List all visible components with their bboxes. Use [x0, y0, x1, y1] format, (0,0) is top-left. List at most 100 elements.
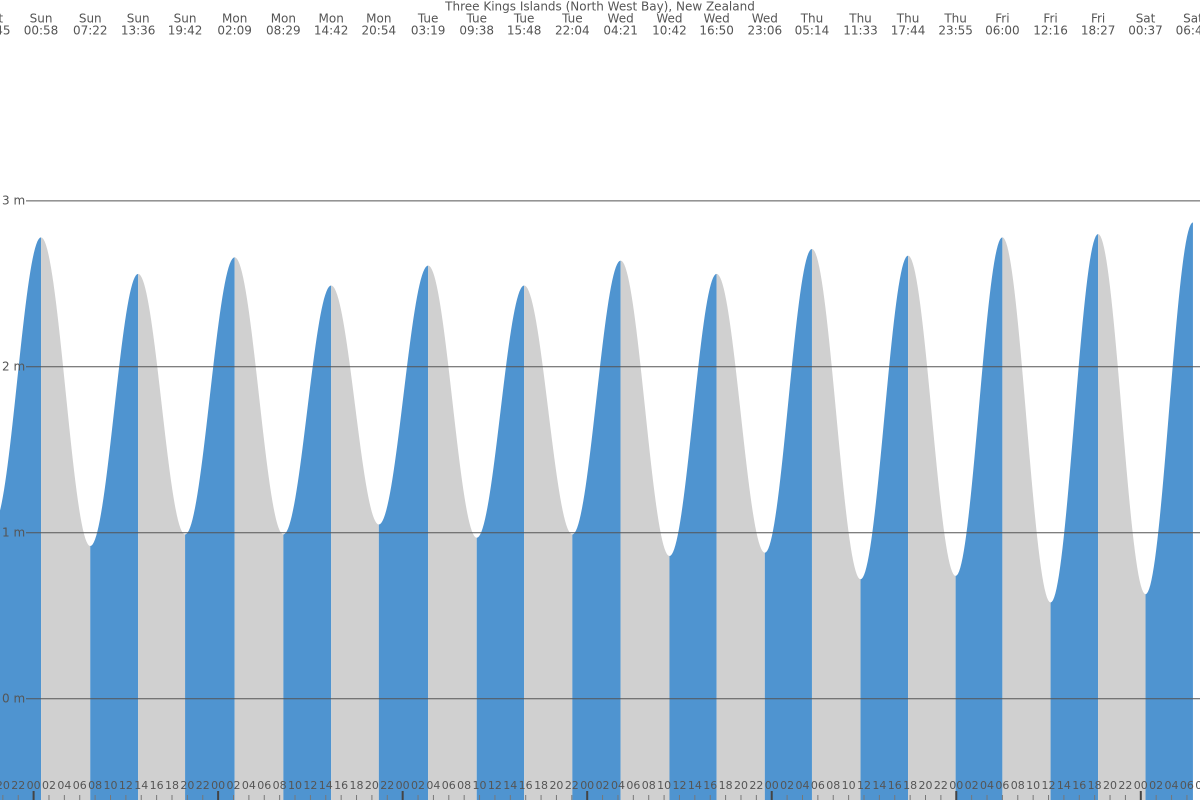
- x-tick-label: 22: [565, 779, 579, 792]
- x-tick-label: 22: [380, 779, 394, 792]
- event-day: Wed: [704, 12, 730, 26]
- event-time: 09:38: [459, 24, 494, 38]
- event-time: 03:19: [411, 24, 446, 38]
- x-tick-label: 04: [980, 779, 994, 792]
- event-time: 11:33: [843, 24, 878, 38]
- falling-tide: [1098, 234, 1146, 800]
- rising-tide: [1050, 234, 1099, 800]
- falling-tide: [811, 248, 861, 800]
- x-tick-label: 10: [1026, 779, 1040, 792]
- event-day: Sun: [30, 12, 53, 26]
- event-time: 19:42: [168, 24, 203, 38]
- x-tick-label: 06: [1180, 779, 1194, 792]
- x-tick-label: 10: [657, 779, 671, 792]
- x-tick-label: 22: [1118, 779, 1132, 792]
- x-tick-label: 00: [1134, 779, 1148, 792]
- event-time: 13:36: [121, 24, 156, 38]
- event-day: Sun: [174, 12, 197, 26]
- event-day: Tue: [513, 12, 535, 26]
- x-tick-label: 10: [473, 779, 487, 792]
- x-tick-label: 00: [765, 779, 779, 792]
- falling-tide: [138, 273, 186, 800]
- x-tick-label: 08: [826, 779, 840, 792]
- rising-tide: [0, 237, 42, 800]
- rising-tide: [572, 260, 621, 800]
- event-day: Tue: [465, 12, 487, 26]
- event-day: Sun: [79, 12, 102, 26]
- x-tick-label: 20: [180, 779, 194, 792]
- event-time: 07:22: [73, 24, 108, 38]
- x-tick-label: 18: [719, 779, 733, 792]
- event-time: 12:16: [1033, 24, 1068, 38]
- event-time: 06:47: [1176, 24, 1200, 38]
- x-tick-label: 02: [411, 779, 425, 792]
- y-tick-label: 0 m: [2, 691, 25, 705]
- x-tick-label: 18: [534, 779, 548, 792]
- chart-title: Three Kings Islands (North West Bay), Ne…: [444, 0, 755, 14]
- event-day: Mon: [366, 12, 391, 26]
- falling-tide: [331, 285, 379, 800]
- event-day: Thu: [896, 12, 920, 26]
- rising-tide: [90, 273, 139, 800]
- event-time: 16:50: [699, 24, 734, 38]
- falling-tide: [41, 237, 91, 800]
- event-time: 02:09: [217, 24, 252, 38]
- event-time: 08:29: [266, 24, 301, 38]
- event-day: Fri: [1091, 12, 1105, 26]
- y-tick-label: 1 m: [2, 525, 25, 539]
- y-tick-label: 2 m: [2, 359, 25, 373]
- rising-tide: [185, 257, 235, 800]
- x-tick-label: 02: [1149, 779, 1163, 792]
- falling-tide: [908, 255, 956, 800]
- event-day: Wed: [752, 12, 778, 26]
- rising-tide: [1145, 222, 1193, 800]
- event-time: 04:21: [603, 24, 638, 38]
- y-tick-label: 3 m: [2, 193, 25, 207]
- x-tick-label: 00: [211, 779, 225, 792]
- event-day: Mon: [222, 12, 247, 26]
- x-tick-label: 06: [73, 779, 87, 792]
- x-tick-label: 08: [642, 779, 656, 792]
- rising-tide: [476, 285, 525, 800]
- x-tick-label: 20: [1103, 779, 1117, 792]
- x-tick-label: 18: [903, 779, 917, 792]
- x-tick-label: 04: [1165, 779, 1179, 792]
- x-tick-label: 04: [426, 779, 440, 792]
- x-tick-label: 06: [257, 779, 271, 792]
- x-tick-label: 20: [0, 779, 10, 792]
- x-tick-label: 02: [780, 779, 794, 792]
- x-tick-label: 12: [303, 779, 317, 792]
- event-day: Tue: [417, 12, 439, 26]
- x-tick-label: 20: [549, 779, 563, 792]
- x-tick-label: 16: [703, 779, 717, 792]
- event-time: 05:14: [795, 24, 830, 38]
- x-tick-label: 22: [934, 779, 948, 792]
- x-tick-label: 00: [580, 779, 594, 792]
- x-tick-label: 22: [196, 779, 210, 792]
- rising-tide: [669, 273, 717, 800]
- x-tick-label: 12: [119, 779, 133, 792]
- x-tick-label: 20: [365, 779, 379, 792]
- x-tick-label: 16: [150, 779, 164, 792]
- event-day: Thu: [800, 12, 824, 26]
- x-tick-label: 00: [27, 779, 41, 792]
- x-tick-label: 12: [488, 779, 502, 792]
- falling-tide: [620, 260, 670, 800]
- x-tick-label: 20: [734, 779, 748, 792]
- rising-tide: [860, 255, 909, 800]
- event-day: Mon: [271, 12, 296, 26]
- event-day: Mon: [319, 12, 344, 26]
- x-tick-label: 14: [872, 779, 886, 792]
- x-tick-label: 16: [1072, 779, 1086, 792]
- x-tick-label: 14: [503, 779, 517, 792]
- event-time: 17:44: [891, 24, 926, 38]
- event-day: Sat: [1136, 12, 1156, 26]
- event-day: Wed: [656, 12, 682, 26]
- x-tick-label: 02: [42, 779, 56, 792]
- event-day: Fri: [995, 12, 1009, 26]
- x-tick-label: 00: [396, 779, 410, 792]
- x-tick-label: 14: [688, 779, 702, 792]
- x-tick-label: 02: [596, 779, 610, 792]
- falling-tide: [234, 257, 284, 800]
- x-tick-label: 04: [611, 779, 625, 792]
